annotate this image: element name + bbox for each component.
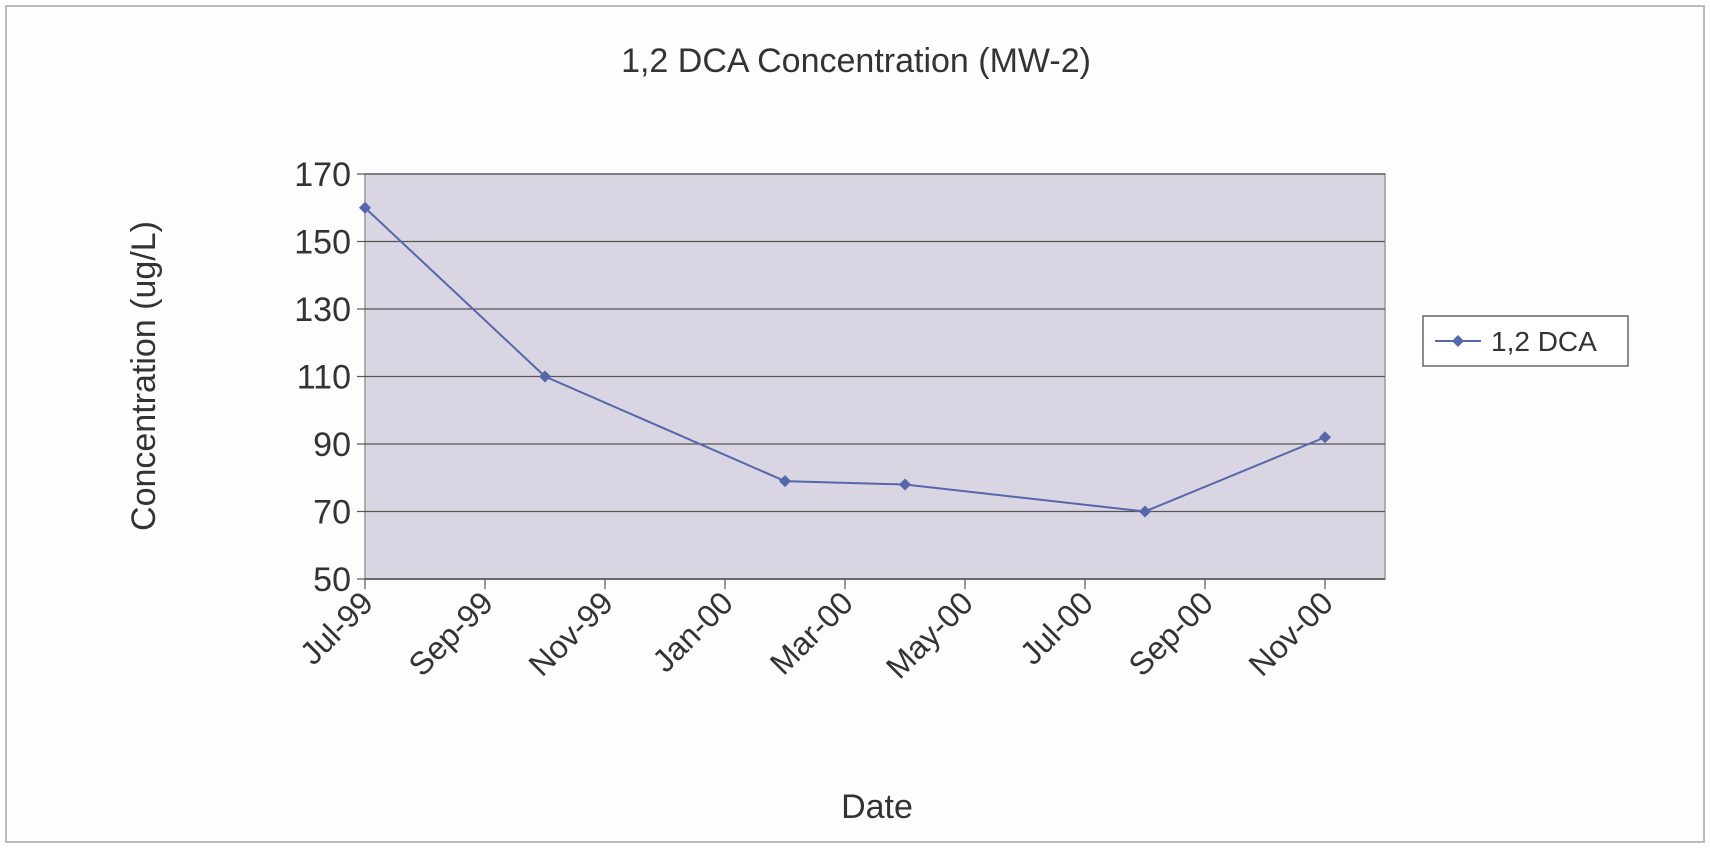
data-point <box>779 475 791 488</box>
data-point <box>539 370 551 383</box>
data-point <box>1139 505 1151 518</box>
data-point <box>899 478 911 491</box>
legend-marker <box>1452 335 1464 347</box>
y-axis-label: Concentration (ug/L) <box>125 221 163 531</box>
chart-title: 1,2 DCA Concentration (MW-2) <box>621 42 1091 80</box>
y-tick-label: 50 <box>313 561 351 599</box>
y-tick-label: 90 <box>313 426 351 464</box>
y-tick-label: 150 <box>294 224 351 262</box>
y-tick-label: 130 <box>294 291 351 329</box>
data-point <box>359 201 371 214</box>
data-point <box>1319 431 1331 444</box>
y-tick-label: 110 <box>297 359 351 397</box>
x-axis-label: Date <box>841 788 913 826</box>
series-line <box>364 207 1326 513</box>
y-tick-label: 70 <box>313 494 351 532</box>
y-tick-label: 170 <box>294 156 351 194</box>
legend-label: 1,2 DCA <box>1491 326 1597 357</box>
